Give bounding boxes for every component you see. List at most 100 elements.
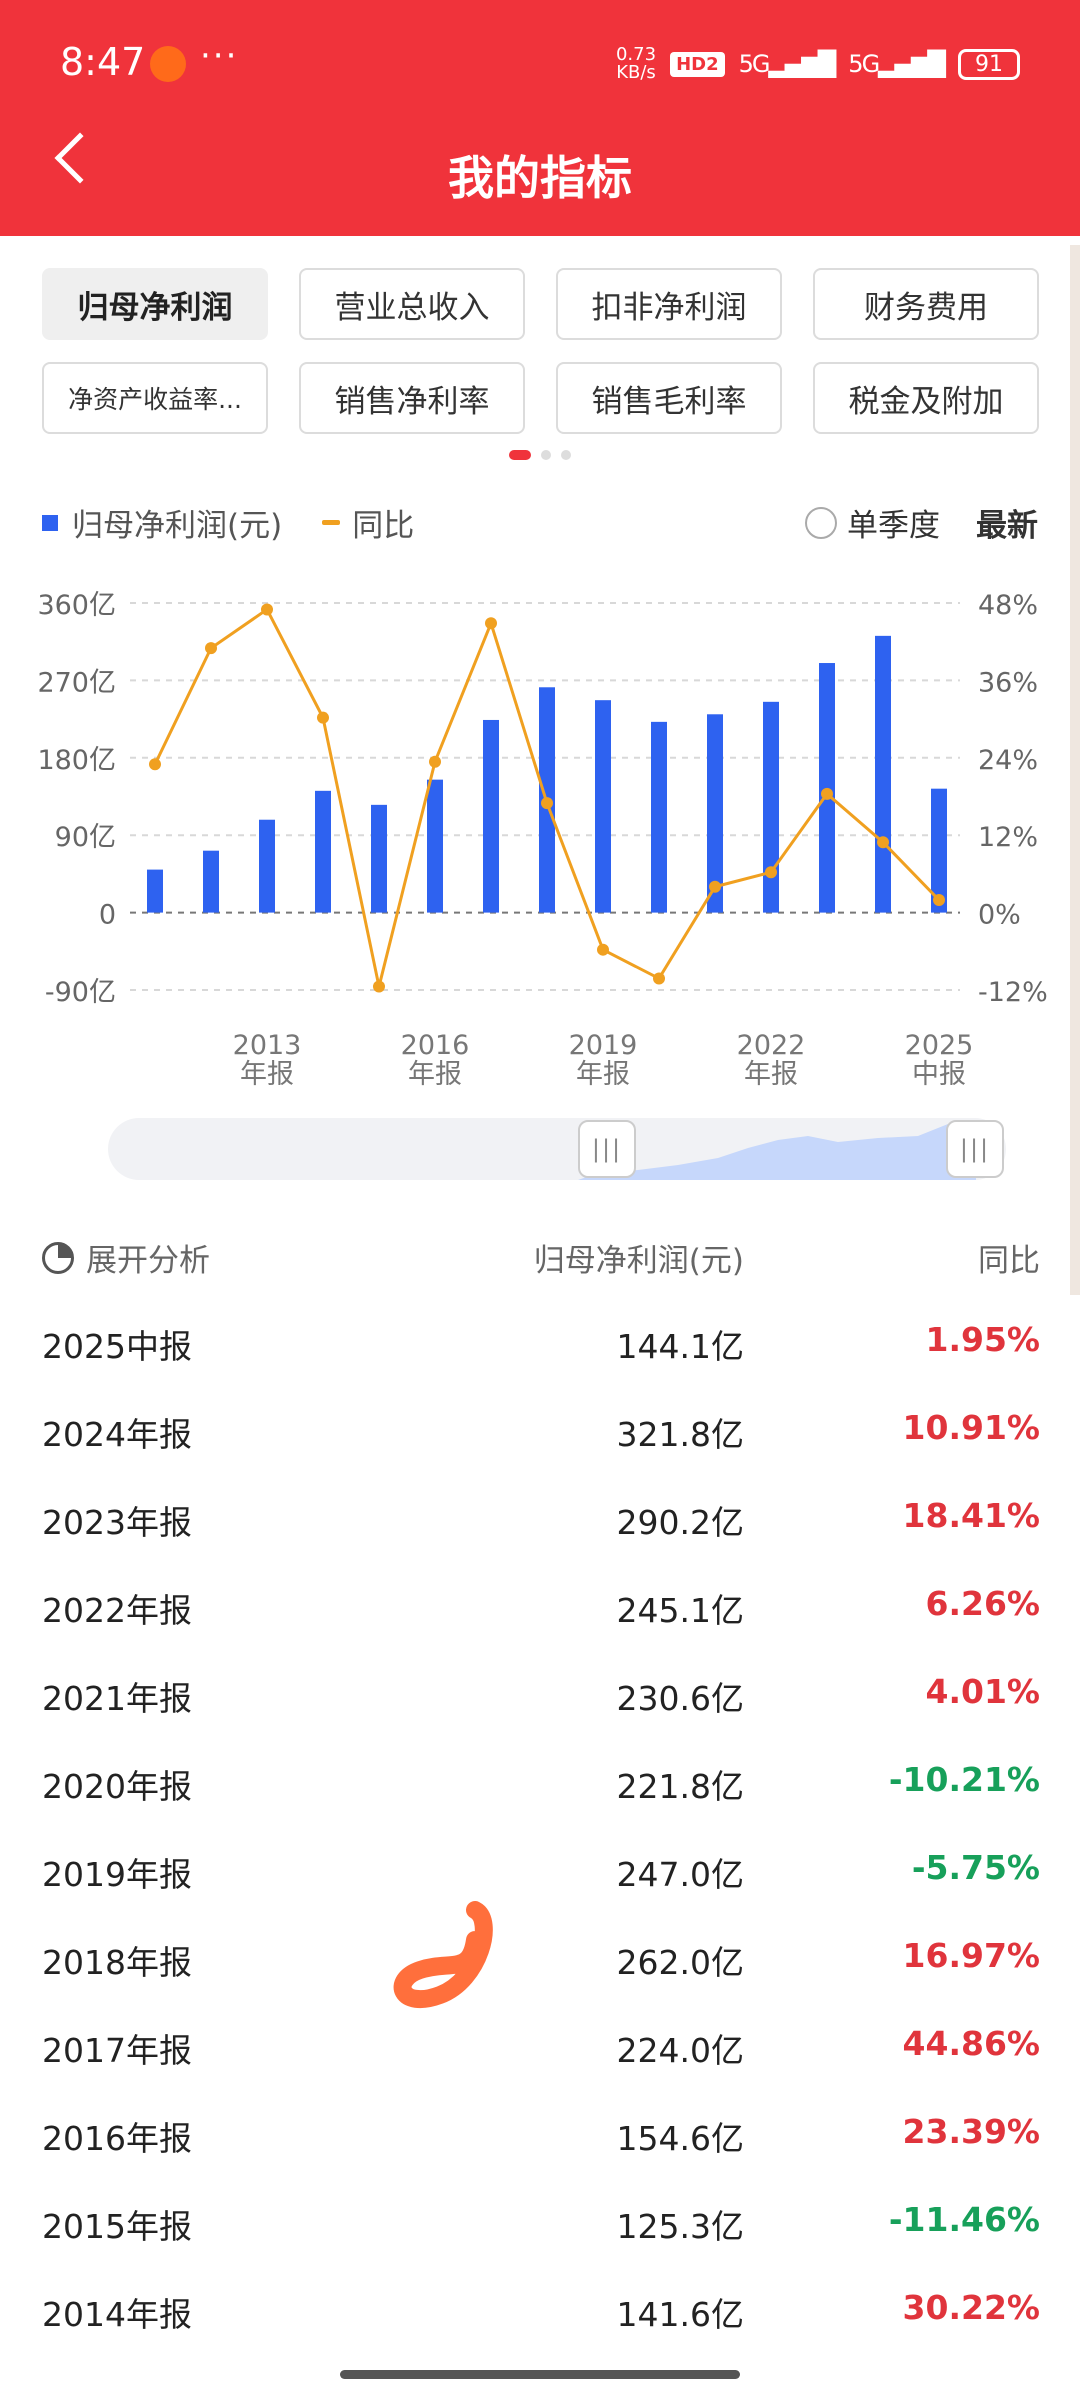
row-yoy: -10.21% bbox=[888, 1760, 1040, 1799]
y-right-tick-label: 0% bbox=[978, 900, 1021, 931]
table-row: 2014年报 141.6亿 30.22% bbox=[42, 2266, 1040, 2354]
row-value: 154.6亿 bbox=[616, 2119, 744, 2158]
x-tick-label-year: 2013 bbox=[233, 1030, 302, 1061]
chart-legend: 归母净利润(元) 同比 bbox=[42, 500, 414, 545]
network-speed-unit: KB/s bbox=[616, 62, 656, 83]
chip-total-revenue[interactable]: 营业总收入 bbox=[299, 268, 525, 340]
bar bbox=[931, 788, 947, 913]
home-indicator[interactable] bbox=[340, 2370, 740, 2379]
y-right-tick-label: 12% bbox=[978, 822, 1038, 853]
line-legend-swatch bbox=[322, 520, 341, 525]
chip-net-profit-parent[interactable]: 归母净利润 bbox=[42, 268, 268, 340]
table-header: 展开分析 归母净利润(元) 同比 bbox=[42, 1235, 1040, 1283]
page-title: 我的指标 bbox=[448, 151, 632, 205]
y-left-tick-label: 0 bbox=[99, 900, 116, 931]
table-row: 2017年报 224.0亿 44.86% bbox=[42, 2002, 1040, 2090]
bar bbox=[371, 804, 387, 913]
row-yoy: -11.46% bbox=[888, 2200, 1040, 2239]
x-tick-label-year: 2019 bbox=[569, 1030, 638, 1061]
y-right-tick-label: 48% bbox=[978, 590, 1038, 621]
bar bbox=[259, 819, 275, 913]
single-quarter-radio[interactable] bbox=[805, 506, 837, 539]
bar bbox=[707, 714, 723, 913]
yoy-point bbox=[373, 980, 385, 993]
bar bbox=[595, 700, 611, 913]
x-tick-label-year: 2022 bbox=[737, 1030, 806, 1061]
table-row: 2019年报 247.0亿 -5.75% bbox=[42, 1826, 1040, 1914]
x-tick-label-period: 年报 bbox=[744, 1059, 798, 1090]
yoy-point bbox=[821, 787, 833, 800]
row-value: 141.6亿 bbox=[616, 2295, 744, 2334]
range-slider[interactable]: ||| ||| bbox=[108, 1118, 1006, 1180]
row-yoy: 18.41% bbox=[902, 1496, 1040, 1535]
row-yoy: 23.39% bbox=[902, 2112, 1040, 2151]
column-header-yoy: 同比 bbox=[978, 1243, 1040, 1279]
table-row: 2018年报 262.0亿 16.97% bbox=[42, 1914, 1040, 2002]
page-dot-2 bbox=[541, 450, 551, 460]
bar-legend-swatch bbox=[42, 514, 58, 531]
yoy-point bbox=[933, 894, 945, 907]
app-header: 8:47 ··· 0.73 KB/s HD2 5G▂▄▆█ 5G▂▄▆█ 91 … bbox=[0, 0, 1080, 236]
yoy-point bbox=[261, 603, 273, 616]
row-period: 2024年报 bbox=[42, 1415, 192, 1454]
row-period: 2025中报 bbox=[42, 1327, 192, 1366]
battery-icon: 91 bbox=[958, 48, 1020, 80]
yoy-point bbox=[597, 943, 609, 956]
bar bbox=[483, 719, 499, 913]
yoy-point bbox=[765, 866, 777, 879]
expand-analysis-button[interactable]: 展开分析 bbox=[42, 1235, 210, 1280]
range-handle-left[interactable]: ||| bbox=[578, 1120, 636, 1178]
yoy-point bbox=[541, 797, 553, 810]
range-handle-right[interactable]: ||| bbox=[946, 1120, 1004, 1178]
y-left-tick-label: 270亿 bbox=[37, 667, 116, 698]
table-row: 2020年报 221.8亿 -10.21% bbox=[42, 1738, 1040, 1826]
bar bbox=[315, 790, 331, 913]
row-value: 290.2亿 bbox=[616, 1503, 744, 1542]
chip-roe[interactable]: 净资产收益率... bbox=[42, 362, 268, 434]
x-tick-label-year: 2016 bbox=[401, 1030, 470, 1061]
x-tick-label-period: 年报 bbox=[576, 1059, 630, 1090]
row-yoy: -5.75% bbox=[911, 1848, 1040, 1887]
bar bbox=[203, 850, 219, 913]
network-speed-value: 0.73 bbox=[615, 44, 657, 65]
row-yoy: 30.22% bbox=[902, 2288, 1040, 2327]
hd-badge: HD2 bbox=[670, 51, 725, 77]
table-row: 2024年报 321.8亿 10.91% bbox=[42, 1386, 1040, 1474]
x-tick-label-period: 中报 bbox=[912, 1059, 966, 1090]
slider-preview-area bbox=[578, 1124, 976, 1180]
chip-gross-margin[interactable]: 销售毛利率 bbox=[556, 362, 782, 434]
row-period: 2019年报 bbox=[42, 1855, 192, 1894]
row-value: 221.8亿 bbox=[616, 1767, 744, 1806]
bar bbox=[651, 721, 667, 913]
metric-chip-grid: 归母净利润 营业总收入 扣非净利润 财务费用 净资产收益率... 销售净利率 销… bbox=[42, 268, 1040, 434]
page-indicator bbox=[0, 450, 1080, 460]
latest-button[interactable]: 最新 bbox=[976, 508, 1038, 544]
y-left-tick-label: -90亿 bbox=[45, 977, 116, 1008]
network-type-2: 5G bbox=[848, 50, 880, 78]
row-value: 262.0亿 bbox=[616, 1943, 744, 1982]
single-quarter-label[interactable]: 单季度 bbox=[847, 508, 940, 544]
yoy-point bbox=[653, 972, 665, 985]
chip-finance-cost[interactable]: 财务费用 bbox=[813, 268, 1039, 340]
row-yoy: 16.97% bbox=[902, 1936, 1040, 1975]
expand-analysis-label: 展开分析 bbox=[86, 1243, 210, 1279]
row-period: 2018年报 bbox=[42, 1943, 192, 1982]
x-tick-label-period: 年报 bbox=[240, 1059, 294, 1090]
row-value: 125.3亿 bbox=[616, 2207, 744, 2246]
table-row: 2021年报 230.6亿 4.01% bbox=[42, 1650, 1040, 1738]
column-header-value: 归母净利润(元) bbox=[533, 1243, 744, 1279]
bar bbox=[427, 779, 443, 913]
row-yoy: 44.86% bbox=[902, 2024, 1040, 2063]
y-right-tick-label: -12% bbox=[978, 977, 1048, 1008]
chip-net-profit-deducted[interactable]: 扣非净利润 bbox=[556, 268, 782, 340]
row-period: 2016年报 bbox=[42, 2119, 192, 2158]
chip-tax-surcharges[interactable]: 税金及附加 bbox=[813, 362, 1039, 434]
more-notifications-icon: ··· bbox=[200, 36, 239, 76]
table-row: 2015年报 125.3亿 -11.46% bbox=[42, 2178, 1040, 2266]
page-dot-1 bbox=[509, 450, 531, 460]
row-yoy: 6.26% bbox=[925, 1584, 1041, 1623]
chip-net-margin[interactable]: 销售净利率 bbox=[299, 362, 525, 434]
table-row: 2022年报 245.1亿 6.26% bbox=[42, 1562, 1040, 1650]
bar bbox=[147, 869, 163, 913]
net-profit-chart: -90亿 0 90亿 180亿 270亿 360亿 -12% 0% 12% 24% 36% 48% 20… bbox=[37, 590, 1048, 1090]
